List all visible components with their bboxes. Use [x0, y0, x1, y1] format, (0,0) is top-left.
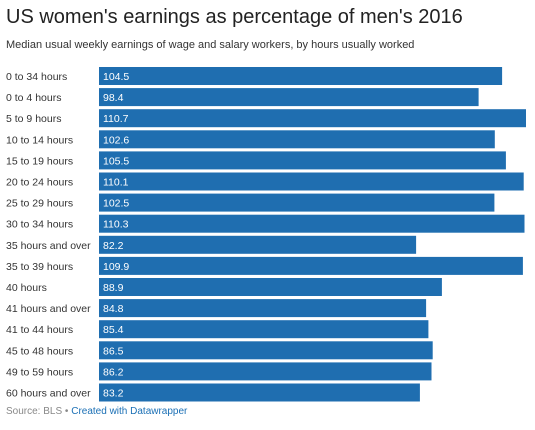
category-label: 25 to 29 hours [6, 198, 73, 210]
bar [99, 193, 495, 212]
bar [99, 130, 495, 149]
category-label: 45 to 48 hours [6, 345, 73, 357]
bar-value-label: 104.5 [103, 71, 129, 83]
bar [99, 320, 429, 339]
category-label: 5 to 9 hours [6, 113, 61, 125]
bar-value-label: 86.5 [103, 345, 124, 357]
bar-value-label: 105.5 [103, 155, 129, 167]
bar [99, 299, 427, 318]
category-label: 30 to 34 hours [6, 219, 73, 231]
category-label: 41 to 44 hours [6, 324, 73, 336]
bar-value-label: 88.9 [103, 282, 124, 294]
bar [99, 278, 442, 296]
bar [99, 256, 523, 275]
bar-value-label: 86.2 [103, 366, 124, 378]
bar [99, 67, 503, 85]
footer-separator: • [62, 406, 72, 417]
category-label: 35 hours and over [6, 240, 91, 252]
datawrapper-credit-link[interactable]: Created with Datawrapper [71, 406, 188, 417]
bar-value-label: 83.2 [103, 388, 124, 400]
category-label: 35 to 39 hours [6, 261, 73, 273]
bar-value-label: 110.7 [103, 113, 129, 125]
bar-value-label: 110.3 [103, 219, 129, 231]
category-label: 15 to 19 hours [6, 155, 73, 167]
bar-value-label: 85.4 [103, 324, 124, 336]
chart-footer: Source: BLS • Created with Datawrapper [6, 406, 187, 417]
bar [99, 383, 420, 402]
bar-value-label: 102.6 [103, 134, 129, 146]
bar [99, 341, 433, 360]
bar-value-label: 98.4 [103, 92, 124, 104]
category-label: 0 to 34 hours [6, 71, 67, 83]
bar [99, 151, 506, 170]
bar-value-label: 109.9 [103, 261, 129, 273]
bar [99, 362, 432, 381]
bar-value-label: 102.5 [103, 198, 129, 210]
bar [99, 214, 525, 233]
category-label: 40 hours [6, 282, 47, 294]
source-note: Source: BLS [6, 406, 63, 417]
chart-title: US women's earnings as percentage of men… [6, 6, 463, 28]
category-label: 49 to 59 hours [6, 366, 73, 378]
category-label: 0 to 4 hours [6, 92, 61, 104]
chart-subtitle: Median usual weekly earnings of wage and… [6, 39, 415, 51]
bar [99, 235, 417, 254]
bar [99, 172, 524, 191]
category-label: 60 hours and over [6, 388, 91, 400]
bar-value-label: 110.1 [103, 177, 129, 189]
bar-value-label: 82.2 [103, 240, 124, 252]
category-label: 10 to 14 hours [6, 134, 73, 146]
bar-value-label: 84.8 [103, 303, 124, 315]
category-label: 41 hours and over [6, 303, 91, 315]
bar [99, 109, 526, 128]
bar [99, 88, 479, 107]
category-label: 20 to 24 hours [6, 177, 73, 189]
